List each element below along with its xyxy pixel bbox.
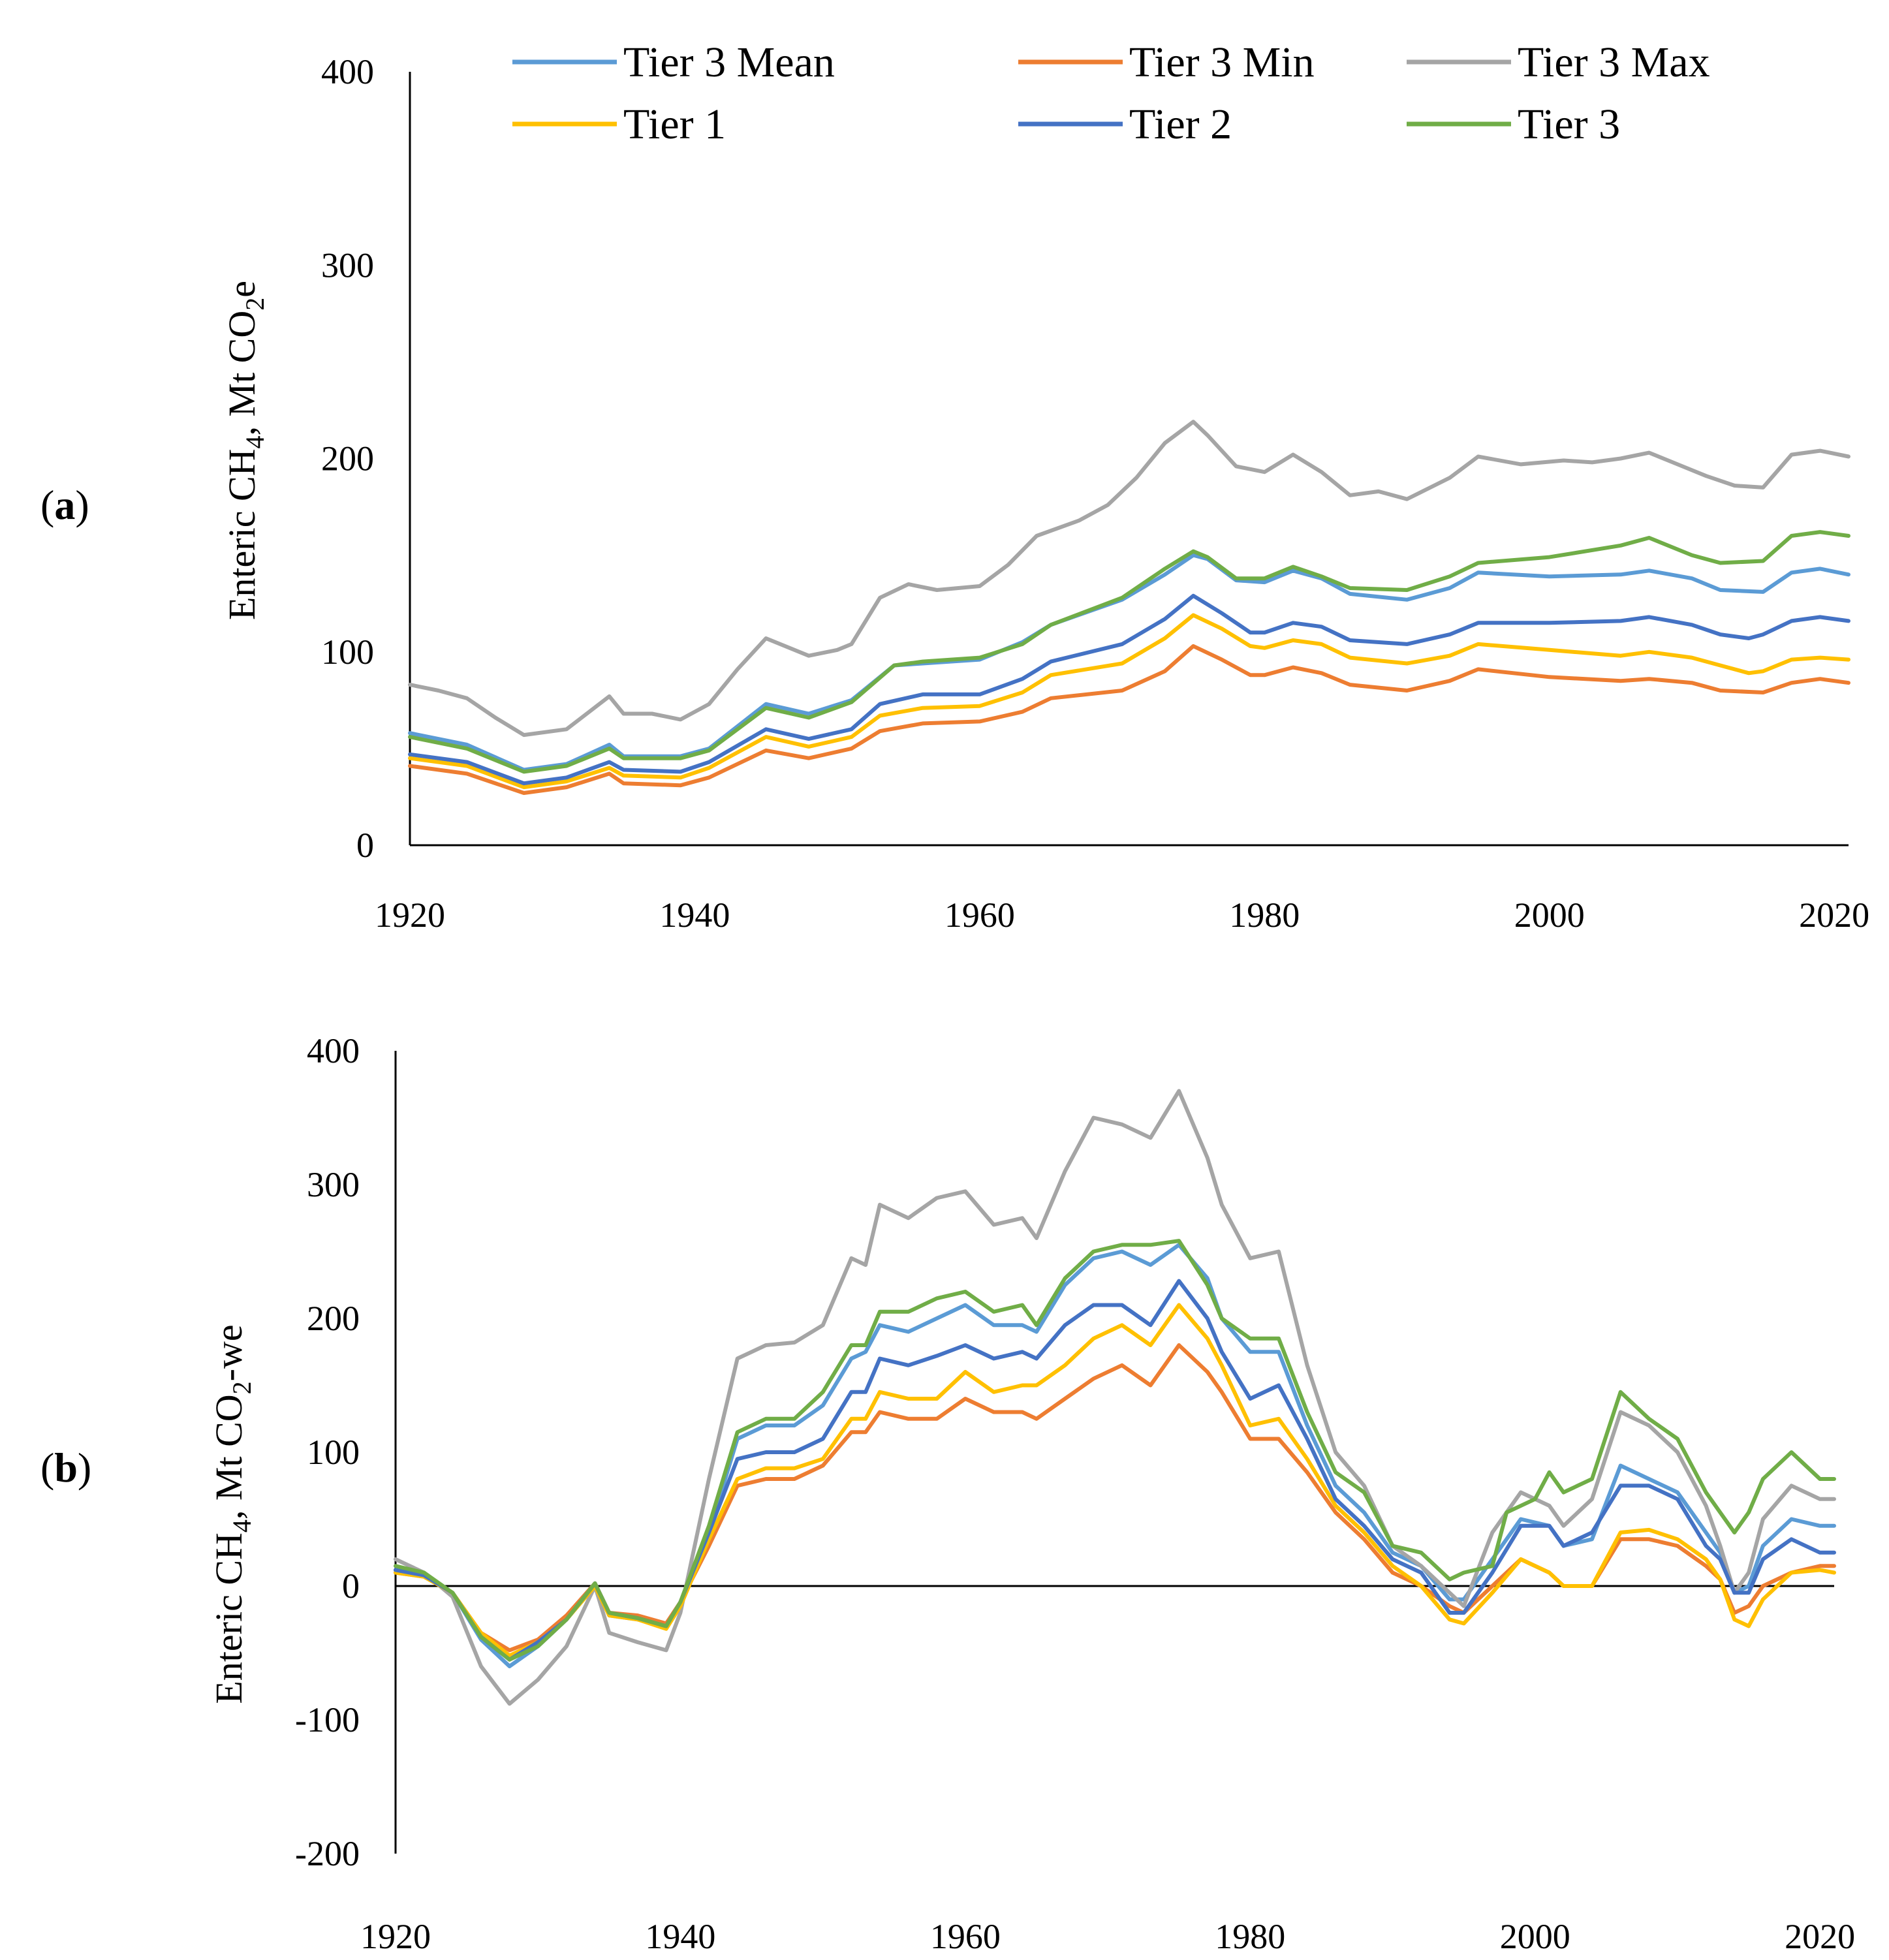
panel-b-label-open: ( xyxy=(40,1444,54,1491)
panel-b-y-tick-label: 100 xyxy=(307,1433,360,1472)
panel-a-y-tick-label: 200 xyxy=(321,439,374,478)
panel-a-ylabel-part-2: , Mt CO xyxy=(221,311,263,436)
panel-a-ylabel-part-3: e xyxy=(221,281,263,298)
panel-b-x-tick-label: 1980 xyxy=(1215,1917,1285,1956)
panel-b-y-tick-label: 300 xyxy=(307,1165,360,1204)
panel-a-x-tick-label: 1960 xyxy=(944,895,1015,935)
panel-b-label-letter: b xyxy=(54,1444,78,1491)
panel-b-series-tier-3-max xyxy=(394,1089,1836,1706)
panel-b-y-tick-label: -200 xyxy=(295,1834,360,1873)
panel-a-x-tick-label: 1980 xyxy=(1229,895,1300,935)
panel-b-y-tick-label: 200 xyxy=(307,1299,360,1338)
panel-b-axes: -200 -100 0 100 200 300 400 1920 1940 1960 1980 200… xyxy=(295,1031,1855,1956)
panel-b-label: (b) xyxy=(40,1444,91,1491)
panel-a-x-tick-label: 2020 xyxy=(1799,895,1869,935)
panel-a-ylabel-part-1: Enteric CH xyxy=(221,448,263,620)
legend-label-tier-3-min: Tier 3 Min xyxy=(1129,39,1315,86)
panel-a-series-tier-2 xyxy=(408,593,1850,786)
legend-label-tier-3: Tier 3 xyxy=(1518,101,1620,148)
panel-a-label-open: ( xyxy=(40,482,54,528)
panel-b-label-close: ) xyxy=(78,1444,91,1491)
panel-a-x-tick-label: 1920 xyxy=(375,895,445,935)
panel-a-series-tier-1 xyxy=(408,613,1850,790)
panel-a-ylabel-sub-2: 2 xyxy=(240,298,270,311)
legend-label-tier-1: Tier 1 xyxy=(623,101,726,148)
panel-b-x-tick-label: 2000 xyxy=(1500,1917,1570,1956)
panel-b: (b) Enteric CH4, Mt CO2-we -200 -100 0 100 2… xyxy=(40,1031,1855,1956)
panel-b-x-tick-label: 1960 xyxy=(930,1917,1001,1956)
panel-a-x-tick-label: 1940 xyxy=(659,895,730,935)
panel-a-label: (a) xyxy=(40,482,89,528)
panel-b-series-tier-3 xyxy=(394,1239,1836,1662)
legend: Tier 3 Mean Tier 3 Min Tier 3 Max Tier 1 Tie… xyxy=(512,39,1710,148)
panel-b-ylabel-part-3: -we xyxy=(208,1324,250,1381)
panel-b-series xyxy=(394,1089,1836,1706)
panel-b-series-tier-3-min xyxy=(394,1343,1836,1653)
legend-label-tier-2: Tier 2 xyxy=(1129,101,1232,148)
panel-b-ylabel-part-2: , Mt CO xyxy=(208,1394,250,1519)
panel-b-y-tick-label: 0 xyxy=(342,1566,360,1606)
panel-a-y-axis-label: Enteric CH4, Mt CO2e xyxy=(221,281,270,620)
legend-label-tier-3-mean: Tier 3 Mean xyxy=(623,39,835,86)
panel-b-x-tick-label: 2020 xyxy=(1785,1917,1855,1956)
panel-a-y-tick-label: 0 xyxy=(356,826,374,865)
panel-b-x-tick-label: 1920 xyxy=(360,1917,431,1956)
panel-b-ylabel-part-1: Enteric CH xyxy=(208,1532,250,1704)
panel-b-y-axis-label: Enteric CH4, Mt CO2-we xyxy=(208,1324,257,1703)
panel-a: (a) Enteric CH4, Mt CO2e 0 100 200 300 400 19… xyxy=(40,39,1869,935)
panel-a-y-tick-label: 100 xyxy=(321,632,374,672)
panel-a-label-letter: a xyxy=(54,482,75,528)
panel-b-ylabel-sub-1: 4 xyxy=(227,1519,257,1532)
panel-a-y-tick-label: 300 xyxy=(321,245,374,285)
panel-a-series-tier-3-min xyxy=(408,644,1850,795)
panel-b-y-tick-label: 400 xyxy=(307,1031,360,1070)
panel-a-series-tier-3-max xyxy=(408,420,1850,738)
panel-b-ylabel-sub-2: 2 xyxy=(227,1381,257,1394)
panel-a-ylabel-sub-1: 4 xyxy=(240,435,270,448)
legend-label-tier-3-max: Tier 3 Max xyxy=(1518,39,1710,86)
panel-b-y-tick-label: -100 xyxy=(295,1700,360,1739)
panel-a-axes: 0 100 200 300 400 1920 1940 1960 1980 2000 2020 xyxy=(321,52,1869,935)
panel-a-series-tier-3 xyxy=(408,530,1850,774)
panel-a-series xyxy=(408,420,1850,795)
panel-a-x-tick-label: 2000 xyxy=(1514,895,1585,935)
panel-a-y-tick-label: 400 xyxy=(321,52,374,91)
panel-b-x-tick-label: 1940 xyxy=(645,1917,715,1956)
panel-a-label-close: ) xyxy=(75,482,89,528)
